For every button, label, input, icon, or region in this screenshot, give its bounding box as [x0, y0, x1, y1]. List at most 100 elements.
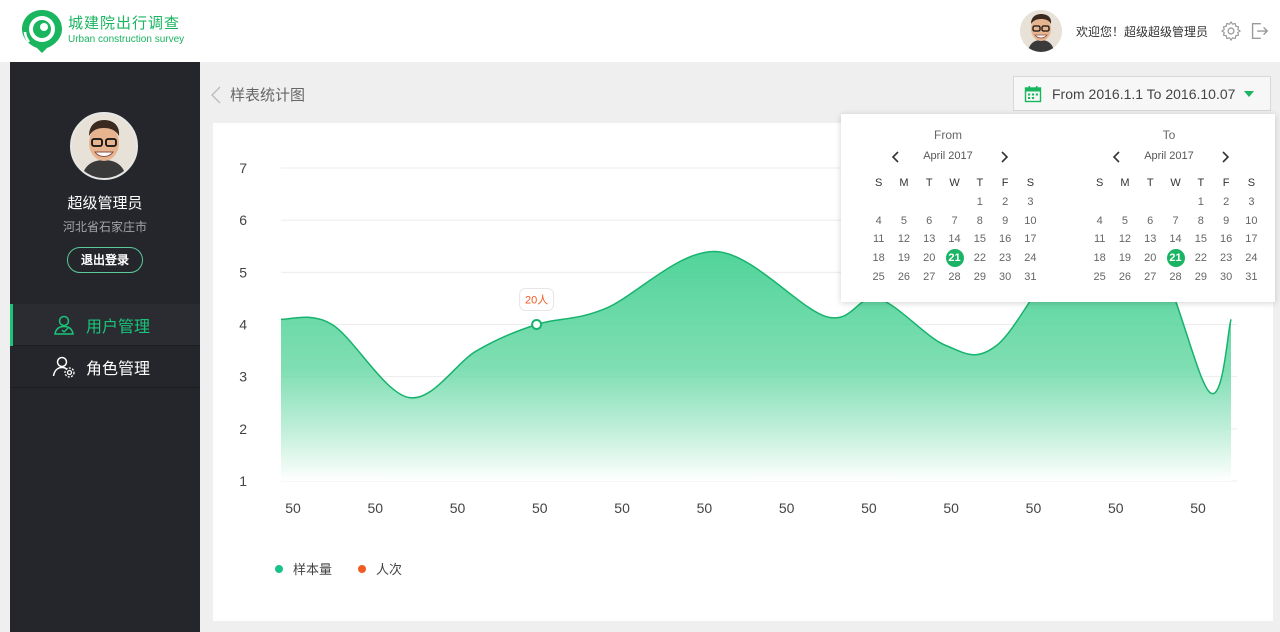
- calendar-day[interactable]: 27: [1144, 270, 1157, 283]
- calendar-day[interactable]: 19: [1118, 252, 1132, 265]
- sidebar-item-user-management[interactable]: 用户管理: [10, 304, 200, 346]
- calendar-day[interactable]: 9: [1223, 214, 1230, 227]
- calendar-day[interactable]: 11: [1093, 233, 1106, 246]
- x-tick-label: 50: [367, 500, 383, 516]
- back-chevron-icon[interactable]: [210, 86, 222, 104]
- legend-item-sample[interactable]: 样本量: [275, 559, 332, 578]
- calendar-day[interactable]: 30: [999, 270, 1012, 283]
- calendar-day[interactable]: 28: [948, 270, 961, 283]
- calendar-day[interactable]: 22: [973, 252, 986, 265]
- calendar-day[interactable]: 11: [872, 233, 885, 246]
- calendar-day[interactable]: 31: [1245, 270, 1258, 283]
- calendar-day[interactable]: 13: [1144, 233, 1157, 246]
- calendar-day[interactable]: 24: [1024, 252, 1037, 265]
- weekday-label: F: [1001, 177, 1009, 189]
- weekday-label: W: [949, 177, 960, 189]
- calendar-day[interactable]: 31: [1024, 270, 1037, 283]
- calendar-day[interactable]: 16: [999, 233, 1012, 246]
- calendar-day[interactable]: 15: [973, 233, 986, 246]
- calendar-day[interactable]: 10: [1024, 214, 1037, 227]
- calendar-week: 18 19 20 21 22 23 24: [1087, 249, 1264, 268]
- calendar-day[interactable]: 6: [1147, 214, 1154, 227]
- calendar-day[interactable]: 4: [1096, 214, 1103, 227]
- calendar-day[interactable]: 16: [1220, 233, 1233, 246]
- calendar-day[interactable]: 9: [1002, 214, 1009, 227]
- calendar-day[interactable]: 21: [942, 249, 967, 268]
- calendar-day[interactable]: 3: [1248, 196, 1255, 208]
- calendar-empty-cell: [1138, 193, 1163, 211]
- calendar-day[interactable]: 8: [1197, 214, 1204, 227]
- calendar-week: 11 12 13 14 15 16 17: [866, 230, 1043, 248]
- calendar-day[interactable]: 18: [1093, 252, 1106, 265]
- calendar-day[interactable]: 15: [1194, 233, 1207, 246]
- data-point-marker[interactable]: [531, 319, 543, 330]
- month-label: April 2017: [1144, 150, 1194, 162]
- calendar-day[interactable]: 2: [1223, 196, 1230, 208]
- calendar-week: 18 19 20 21 22 23 24: [866, 249, 1043, 268]
- calendar-day[interactable]: 5: [900, 214, 907, 227]
- user-location: 河北省石家庄市: [62, 220, 147, 234]
- calendar-day[interactable]: 17: [1245, 233, 1258, 246]
- settings-button[interactable]: [1218, 18, 1244, 44]
- calendar-week: 25 26 27 28 29 30 31: [866, 268, 1043, 286]
- calendar-day[interactable]: 29: [973, 270, 986, 283]
- x-tick-label: 50: [1190, 500, 1206, 516]
- calendar-day[interactable]: 8: [976, 214, 983, 227]
- y-tick-label: 5: [239, 264, 247, 280]
- calendar-day[interactable]: 17: [1024, 233, 1037, 246]
- calendar-day[interactable]: 10: [1245, 214, 1258, 227]
- calendar-day[interactable]: 7: [1172, 214, 1179, 227]
- legend-item-visits[interactable]: 人次: [358, 559, 402, 578]
- calendar-day[interactable]: 26: [1118, 270, 1132, 283]
- logout-button[interactable]: 退出登录: [67, 247, 143, 273]
- calendar-day[interactable]: 20: [1144, 252, 1157, 265]
- calendar-day[interactable]: 13: [923, 233, 936, 246]
- page-title: 样表统计图: [230, 87, 306, 104]
- logout-icon-button[interactable]: [1246, 18, 1272, 44]
- next-month-button[interactable]: [998, 149, 1012, 165]
- weekday-label: S: [1247, 177, 1256, 189]
- calendar-day[interactable]: 18: [872, 252, 885, 265]
- date-range-picker[interactable]: From 2016.1.1 To 2016.10.07: [1013, 76, 1271, 111]
- calendar-day[interactable]: 27: [923, 270, 936, 283]
- calendar-day[interactable]: 24: [1245, 252, 1258, 265]
- sidebar-item-role-management[interactable]: 角色管理: [10, 346, 200, 388]
- calendar-day[interactable]: 19: [897, 252, 911, 265]
- calendar-day[interactable]: 12: [1118, 233, 1132, 246]
- calendar-day[interactable]: 14: [948, 233, 961, 246]
- prev-month-button[interactable]: [1109, 149, 1123, 165]
- x-tick-label: 50: [285, 500, 301, 516]
- calendar-empty-cell: [1112, 193, 1137, 211]
- next-month-button[interactable]: [1219, 149, 1233, 165]
- calendar-day[interactable]: 22: [1194, 252, 1207, 265]
- calendar-day[interactable]: 4: [875, 214, 882, 227]
- calendar-to-title: To: [1162, 128, 1176, 142]
- calendar-day[interactable]: 14: [1169, 233, 1182, 246]
- x-tick-label: 50: [1108, 500, 1124, 516]
- calendar-day[interactable]: 6: [926, 214, 933, 227]
- calendar-day[interactable]: 28: [1169, 270, 1182, 283]
- y-tick-label: 3: [239, 369, 247, 385]
- calendar-day[interactable]: 23: [999, 252, 1012, 265]
- calendar-day[interactable]: 2: [1002, 196, 1009, 208]
- calendar-day[interactable]: 1: [976, 196, 983, 208]
- logo[interactable]: 城建院出行调查 Urban construction survey: [20, 8, 184, 54]
- calendar-day[interactable]: 3: [1027, 196, 1034, 208]
- calendar-day[interactable]: 29: [1194, 270, 1207, 283]
- calendar-day[interactable]: 12: [897, 233, 911, 246]
- calendar-day[interactable]: 5: [1121, 214, 1128, 227]
- calendar-day[interactable]: 21: [1163, 249, 1188, 268]
- calendar-day[interactable]: 7: [951, 214, 958, 227]
- calendar-day[interactable]: 25: [1093, 270, 1106, 283]
- calendar-day[interactable]: 20: [923, 252, 936, 265]
- calendar-day[interactable]: 30: [1220, 270, 1233, 283]
- calendar-day[interactable]: 23: [1220, 252, 1233, 265]
- month-label: April 2017: [923, 150, 973, 162]
- calendar-day[interactable]: 26: [897, 270, 911, 283]
- avatar[interactable]: [1019, 10, 1062, 52]
- date-range-popup: From April 2017 S M T W T F S 1 2 3 4 5 6 7 8 9 10 11 12 13…: [841, 114, 1275, 302]
- prev-month-button[interactable]: [888, 149, 902, 165]
- calendar-day[interactable]: 25: [872, 270, 885, 283]
- calendar-day[interactable]: 1: [1197, 196, 1204, 208]
- y-tick-label: 7: [239, 160, 247, 176]
